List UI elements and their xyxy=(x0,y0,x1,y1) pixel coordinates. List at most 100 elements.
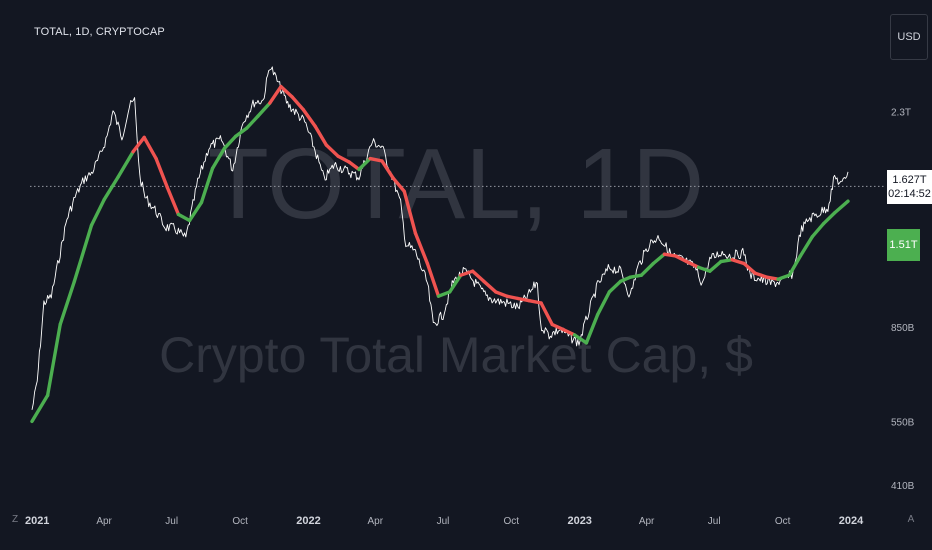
ma-segment-up xyxy=(199,166,215,205)
x-tick-label: 2022 xyxy=(296,515,320,527)
ma-segment-up xyxy=(233,126,249,139)
x-tick-label: Oct xyxy=(232,516,248,527)
currency-button[interactable]: USD xyxy=(890,14,928,60)
ma-segment-up xyxy=(810,221,826,239)
ma-segment-up xyxy=(245,114,260,130)
ma-segment-up xyxy=(651,252,667,266)
y-tick-label: 410B xyxy=(891,481,915,492)
ma-segment-down xyxy=(301,107,317,128)
ma-segment-up xyxy=(639,261,655,277)
ma-segment-down xyxy=(347,160,361,172)
timezone-button[interactable]: Z xyxy=(11,513,19,525)
last-price-value: 1.627T xyxy=(892,174,927,186)
x-tick-label: Jul xyxy=(165,516,178,527)
ma-segment-down xyxy=(165,185,181,217)
ma-segment-down xyxy=(742,261,757,275)
ma-segment-up xyxy=(58,279,77,327)
ma-segment-down xyxy=(505,294,520,301)
ma-segment-down xyxy=(154,156,170,190)
watermark-description: Crypto Total Market Cap, $ xyxy=(159,327,753,383)
x-tick-label: Oct xyxy=(504,516,520,527)
ma-segment-up xyxy=(821,211,837,226)
ma-segment-up xyxy=(708,259,723,273)
auto-scale-button[interactable]: A xyxy=(907,513,915,525)
ma-segment-up xyxy=(187,200,204,223)
ma-segment-down xyxy=(673,254,689,264)
ma-segment-down xyxy=(662,252,678,258)
ma-value-label: 1.51T xyxy=(887,229,920,261)
y-tick-label: 550B xyxy=(891,417,915,428)
ma-segment-down xyxy=(459,269,475,277)
ma-segment-down xyxy=(482,279,498,294)
ma-segment-down xyxy=(142,135,158,161)
ma-segment-down xyxy=(765,275,780,281)
ma-segment-down xyxy=(324,143,340,159)
ma-segment-down xyxy=(279,84,294,99)
bar-countdown: 02:14:52 xyxy=(888,188,931,200)
ma-segment-up xyxy=(584,313,600,345)
ma-segment-up xyxy=(45,322,62,398)
watermark: TOTAL, 1D Crypto Total Market Cap, $ xyxy=(159,128,753,383)
ma-segment-down xyxy=(380,159,395,180)
ma-segment-up xyxy=(256,101,272,118)
x-tick-label: Apr xyxy=(96,516,112,527)
x-tick-label: Jul xyxy=(708,516,721,527)
watermark-symbol: TOTAL, 1D xyxy=(208,128,704,240)
ma-segment-down xyxy=(290,95,305,112)
ma-segment-down xyxy=(471,269,486,283)
x-tick-label: Jul xyxy=(437,516,450,527)
last-price-label: 1.627T 02:14:52 xyxy=(887,170,932,204)
ma-segment-down xyxy=(561,327,577,337)
ma-segment-up xyxy=(448,273,463,294)
ma-segment-up xyxy=(102,175,120,202)
ma-segment-up xyxy=(595,290,612,317)
x-tick-label: 2024 xyxy=(839,515,864,527)
x-tick-label: Oct xyxy=(775,516,791,527)
x-tick-label: Apr xyxy=(639,516,655,527)
ma-segment-up xyxy=(572,333,589,345)
ma-segment-up xyxy=(89,197,106,228)
ma-segment-down xyxy=(268,84,283,105)
ma-segment-down xyxy=(516,296,531,303)
ma-segment-down xyxy=(527,299,543,305)
ma-segment-down xyxy=(336,154,351,164)
ma-segment-down xyxy=(313,124,328,147)
ma-segment-up xyxy=(776,273,791,281)
x-tick-label: 2023 xyxy=(567,515,591,527)
ma-segment-up xyxy=(696,265,712,273)
price-series-line xyxy=(31,66,849,410)
y-tick-label: 2.3T xyxy=(891,107,911,118)
ma-segment-down xyxy=(685,259,701,269)
ma-segment-up xyxy=(116,149,135,179)
ma-segment-down xyxy=(550,322,566,332)
ma-segment-down xyxy=(753,271,769,279)
ma-segment-up xyxy=(832,199,850,215)
ma-segment-up xyxy=(30,393,50,424)
ma-segment-up xyxy=(176,212,192,223)
ma-segment-up xyxy=(72,223,94,283)
ma-segment-down xyxy=(413,231,430,266)
ma-segment-down xyxy=(402,189,418,236)
ma-segment-up xyxy=(607,279,623,294)
ma-segment-up xyxy=(436,290,452,298)
ma-segment-up xyxy=(618,275,632,283)
ma-segment-up xyxy=(787,254,803,277)
symbol-title[interactable]: TOTAL, 1D, CRYPTOCAP xyxy=(34,26,165,38)
ma-segment-down xyxy=(391,176,406,194)
y-tick-label: 850B xyxy=(891,323,915,334)
ma-segment-down xyxy=(730,258,746,266)
ma-segment-down xyxy=(494,290,509,298)
ma-segment-down xyxy=(131,135,146,154)
ma-segment-up xyxy=(628,273,644,279)
ma-segment-down xyxy=(539,301,554,327)
ma-segment-up xyxy=(798,234,814,258)
ma-segment-up xyxy=(222,134,238,151)
ma-segment-up xyxy=(719,258,734,264)
ma-segment-up xyxy=(210,146,227,170)
ma-segment-down xyxy=(368,156,384,163)
ma-segment-down xyxy=(425,261,441,298)
x-tick-label: 2021 xyxy=(25,515,49,527)
ma-segment-up xyxy=(357,156,372,172)
x-tick-label: Apr xyxy=(368,516,384,527)
